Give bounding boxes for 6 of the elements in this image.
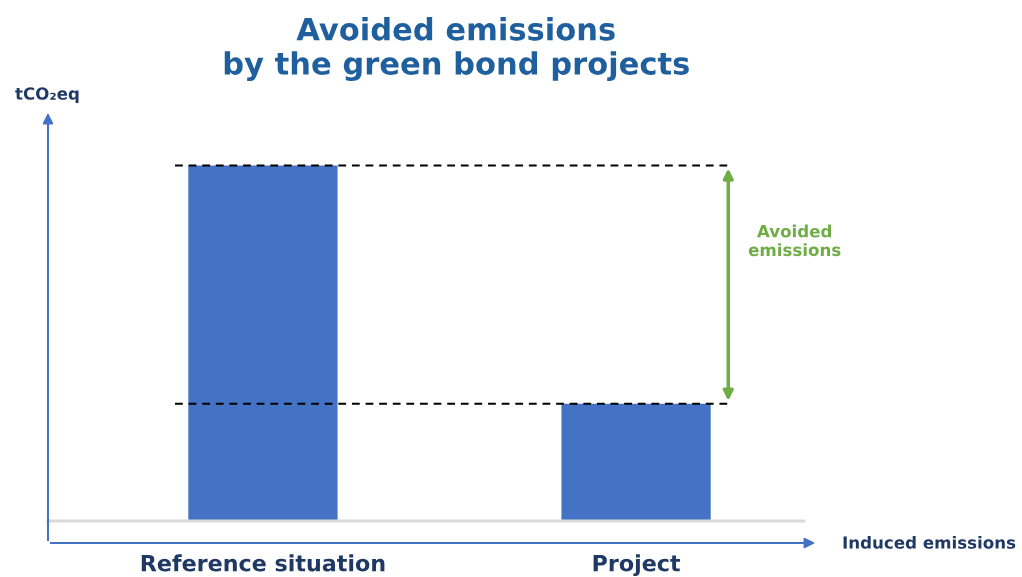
text: tCO₂eq (15, 87, 79, 104)
x-tick-label: Reference situation (141, 554, 385, 572)
text: Induced emissions (843, 535, 1016, 549)
chart-title: Avoided emissions by the green bond projects (224, 17, 689, 82)
x-tick-label: Project (593, 554, 681, 577)
text: Avoided emissions (748, 224, 841, 257)
